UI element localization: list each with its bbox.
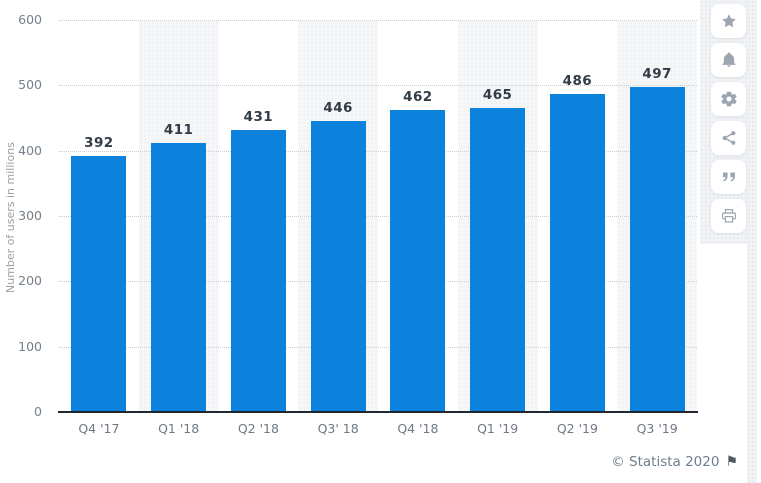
gridline (59, 281, 697, 283)
bar-value-label: 486 (562, 73, 593, 90)
y-axis-tick-label: 400 (18, 142, 42, 158)
x-axis-tick-label: Q1 '18 (158, 421, 200, 436)
flag-icon: ⚑ (725, 454, 738, 470)
right-edge-band (747, 0, 757, 483)
x-axis-tick-label: Q4 '18 (397, 421, 439, 436)
bar-value-label: 431 (243, 109, 274, 126)
favorite-button[interactable] (711, 4, 746, 38)
bar-Q1 '19 (470, 108, 526, 412)
y-axis-tick-label: 300 (18, 208, 42, 223)
x-axis-tick-label: Q4 '17 (78, 421, 120, 436)
gridline (59, 85, 697, 87)
y-axis-title: Number of users in millions (4, 142, 17, 294)
bar-value-label: 411 (163, 122, 194, 139)
chart-toolbar (711, 4, 746, 233)
bar-value-label: 446 (323, 99, 353, 116)
x-axis-tick-label: Q2 '19 (556, 421, 598, 436)
bar-value-label: 462 (403, 89, 433, 106)
bar-Q1 '18 (151, 143, 207, 412)
x-axis-tick-label: Q1 '19 (477, 421, 519, 436)
bar-Q3' 18 (310, 120, 366, 412)
x-axis-tick-label: Q2 '18 (237, 421, 279, 436)
x-axis-line (58, 411, 698, 413)
y-axis-tick-label: 100 (18, 338, 42, 354)
gear-icon (720, 91, 737, 107)
y-axis-tick-label: 200 (18, 273, 42, 289)
bar-Q4 '18 (390, 110, 446, 412)
chart-footer: © Statista 2020 ⚑ (400, 454, 738, 470)
gridline (59, 216, 697, 217)
bar-value-label: 392 (84, 134, 114, 151)
gridline (59, 346, 697, 348)
bar-value-label: 497 (642, 66, 672, 83)
y-axis-tick-label: 600 (18, 12, 42, 27)
copyright-text: © Statista 2020 (611, 454, 720, 470)
share-button[interactable] (711, 121, 746, 155)
quote-icon (722, 172, 735, 182)
gridline (59, 20, 697, 21)
printer-icon (721, 209, 736, 223)
gridline (59, 150, 697, 152)
y-axis-tick-label: 0 (34, 404, 42, 419)
alerts-button[interactable] (711, 43, 746, 77)
bar-Q3 '19 (629, 87, 685, 412)
bar-Q4 '17 (71, 155, 127, 412)
cite-button[interactable] (711, 160, 746, 194)
x-axis-tick-label: Q3 '19 (636, 421, 678, 436)
bar-Q2 '19 (549, 94, 605, 412)
x-axis-tick-label: Q3' 18 (317, 421, 359, 436)
y-axis-tick-label: 500 (18, 77, 42, 93)
star-icon (721, 14, 736, 28)
share-icon (722, 131, 735, 145)
bar-Q2 '18 (230, 130, 286, 412)
bell-icon (722, 52, 735, 67)
bar-value-label: 465 (482, 87, 513, 104)
print-button[interactable] (711, 199, 746, 233)
settings-button[interactable] (711, 82, 746, 116)
